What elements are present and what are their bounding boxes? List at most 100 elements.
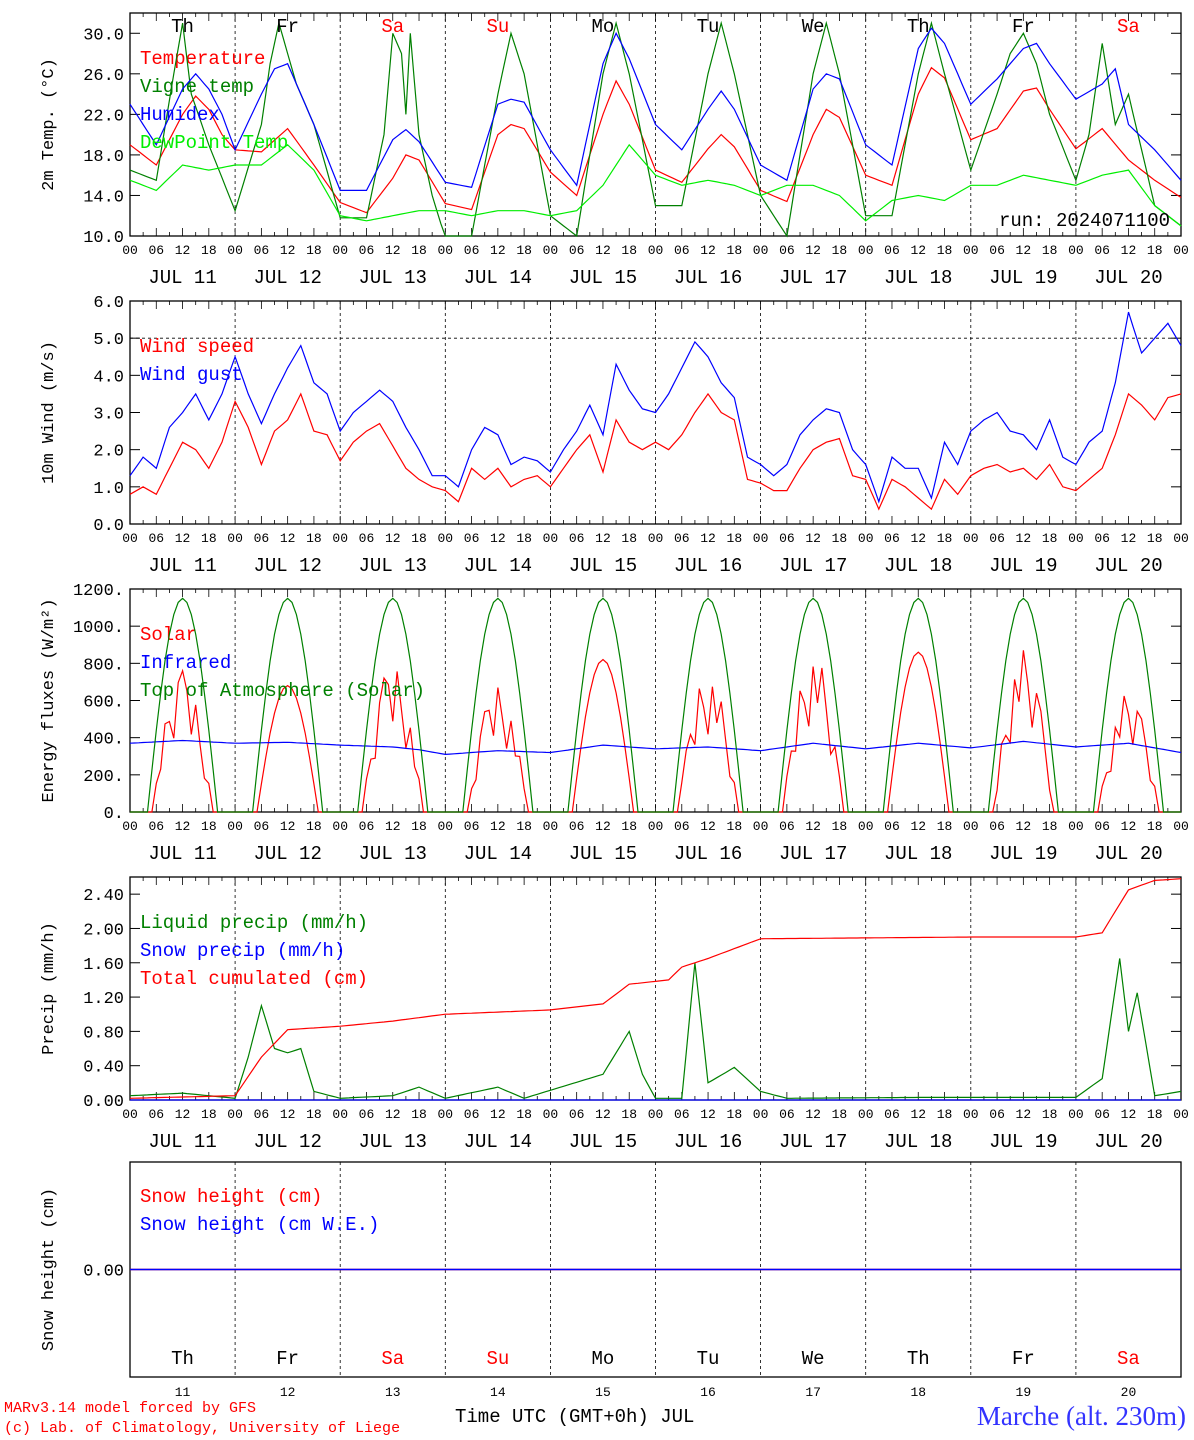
x-date-label: JUL 19 bbox=[989, 843, 1057, 865]
x-hour-label: 06 bbox=[464, 531, 480, 546]
y-tick-label: 6.0 bbox=[93, 294, 124, 313]
x-hour-label: 12 bbox=[385, 243, 401, 258]
legend-entry: Snow height (cm) bbox=[140, 1186, 322, 1208]
x-hour-label: 00 bbox=[963, 819, 979, 834]
x-hour-label: 18 bbox=[201, 531, 217, 546]
x-hour-label: 12 bbox=[280, 819, 296, 834]
x-date-label: JUL 19 bbox=[989, 555, 1057, 577]
x-hour-label: 00 bbox=[1068, 1107, 1084, 1122]
x-hour-label: 06 bbox=[359, 819, 375, 834]
x-hour-label: 12 bbox=[910, 1107, 926, 1122]
x-hour-label: 18 bbox=[832, 243, 848, 258]
x-hour-label: 12 bbox=[1121, 531, 1137, 546]
x-hour-label: 12 bbox=[490, 1107, 506, 1122]
x-hour-label: 18 bbox=[516, 1107, 532, 1122]
x-hour-label: 00 bbox=[963, 1107, 979, 1122]
y-tick-label: 0.00 bbox=[83, 1263, 124, 1282]
x-date-label: JUL 11 bbox=[148, 843, 216, 865]
x-hour-label: 06 bbox=[779, 531, 795, 546]
y-tick-label: 3.0 bbox=[93, 406, 124, 425]
day-of-week-label: Tu bbox=[697, 1348, 720, 1370]
x-hour-label: 06 bbox=[148, 243, 164, 258]
x-hour-label: 18 bbox=[937, 819, 953, 834]
legend-entry: Snow precip (mm/h) bbox=[140, 940, 345, 962]
x-hour-label: 12 bbox=[385, 531, 401, 546]
x-hour-label: 06 bbox=[779, 819, 795, 834]
x-hour-label: 06 bbox=[884, 1107, 900, 1122]
x-hour-label: 06 bbox=[359, 1107, 375, 1122]
x-hour-label: 12 bbox=[700, 243, 716, 258]
x-hour-label: 06 bbox=[1094, 1107, 1110, 1122]
x-hour-label: 00 bbox=[1068, 819, 1084, 834]
x-date-label: JUL 18 bbox=[884, 555, 952, 577]
legend-entry: Top of Atmosphere (Solar) bbox=[140, 680, 425, 702]
x-hour-label: 12 bbox=[280, 1107, 296, 1122]
x-hour-label: 06 bbox=[254, 243, 270, 258]
x-hour-label: 18 bbox=[306, 243, 322, 258]
x-hour-label: 06 bbox=[464, 1107, 480, 1122]
x-date-label: JUL 11 bbox=[148, 555, 216, 577]
x-hour-label: 06 bbox=[254, 531, 270, 546]
y-axis-label: 10m Wind (m/s) bbox=[40, 341, 59, 484]
day-of-week-label: Fr bbox=[1012, 1348, 1035, 1370]
legend-entry: Humidex bbox=[140, 104, 220, 126]
x-hour-label: 00 bbox=[963, 531, 979, 546]
legend-entry: Solar bbox=[140, 624, 197, 646]
x-hour-label: 18 bbox=[1147, 819, 1163, 834]
x-hour-label: 00 bbox=[648, 1107, 664, 1122]
day-of-week-label: Mo bbox=[592, 1348, 615, 1370]
x-hour-label: 18 bbox=[937, 1107, 953, 1122]
x-hour-label: 18 bbox=[937, 243, 953, 258]
x-hour-label: 06 bbox=[148, 531, 164, 546]
x-hour-label: 18 bbox=[727, 1107, 743, 1122]
x-hour-label: 00 bbox=[227, 819, 243, 834]
x-hour-label: 12 bbox=[595, 1107, 611, 1122]
x-hour-label: 06 bbox=[674, 819, 690, 834]
x-hour-label: 12 bbox=[700, 531, 716, 546]
panel-4: 0.00 0.40 0.80 1.20 1.60 2.00 2.40 Precip (mm/h… bbox=[40, 876, 1189, 1153]
x-hour-label: 00 bbox=[1173, 1107, 1189, 1122]
x-date-label: JUL 16 bbox=[674, 1131, 742, 1153]
day-of-week-label: Mo bbox=[592, 16, 615, 38]
x-hour-label: 12 bbox=[700, 1107, 716, 1122]
x-hour-label: 12 bbox=[805, 819, 821, 834]
x-hour-label: 18 bbox=[1042, 531, 1058, 546]
x-date-label: JUL 20 bbox=[1094, 843, 1162, 865]
lab-credit: (c) Lab. of Climatology, University of L… bbox=[4, 1420, 401, 1437]
x-date-label: JUL 14 bbox=[464, 267, 532, 289]
bottom-day-number: 16 bbox=[700, 1385, 716, 1400]
y-axis-label: Snow height (cm) bbox=[40, 1188, 59, 1351]
x-hour-label: 18 bbox=[832, 819, 848, 834]
panel-1: 10.0 14.0 18.0 22.0 26.0 30.0 2m Temp. (°C) Tem… bbox=[40, 12, 1189, 289]
y-tick-label: 0. bbox=[104, 805, 124, 824]
x-hour-label: 06 bbox=[674, 243, 690, 258]
x-hour-label: 18 bbox=[727, 819, 743, 834]
x-hour-label: 18 bbox=[516, 819, 532, 834]
series-line-dewpoint-temp bbox=[129, 143, 1182, 227]
x-hour-label: 18 bbox=[832, 531, 848, 546]
x-hour-label: 00 bbox=[543, 531, 559, 546]
x-date-label: JUL 15 bbox=[569, 843, 637, 865]
x-hour-label: 06 bbox=[989, 819, 1005, 834]
x-hour-label: 00 bbox=[753, 1107, 769, 1122]
x-hour-label: 18 bbox=[1147, 1107, 1163, 1122]
x-hour-label: 18 bbox=[727, 243, 743, 258]
x-hour-label: 18 bbox=[411, 819, 427, 834]
series-line-wind-speed bbox=[129, 392, 1182, 511]
y-tick-label: 18.0 bbox=[83, 148, 124, 167]
x-hour-label: 00 bbox=[648, 819, 664, 834]
legend-entry: Infrared bbox=[140, 652, 231, 674]
y-axis-label: 2m Temp. (°C) bbox=[40, 58, 59, 191]
x-date-label: JUL 13 bbox=[359, 267, 427, 289]
bottom-day-number: 17 bbox=[805, 1385, 821, 1400]
x-hour-label: 06 bbox=[569, 819, 585, 834]
bottom-day-number: 12 bbox=[280, 1385, 296, 1400]
x-date-label: JUL 16 bbox=[674, 555, 742, 577]
x-hour-label: 18 bbox=[411, 243, 427, 258]
x-hour-label: 00 bbox=[1173, 531, 1189, 546]
x-hour-label: 06 bbox=[674, 531, 690, 546]
x-hour-label: 00 bbox=[858, 1107, 874, 1122]
series-line-infrared bbox=[129, 739, 1182, 756]
x-date-label: JUL 16 bbox=[674, 843, 742, 865]
